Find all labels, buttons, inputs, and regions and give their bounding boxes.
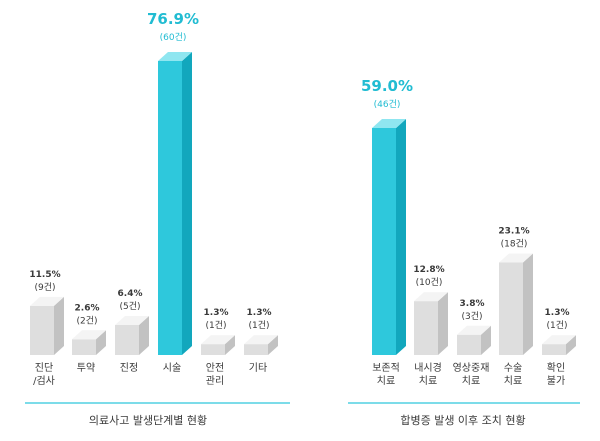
bar-0-5-side (268, 335, 278, 355)
chart-0-title: 의료사고 발생단계별 현황 (89, 414, 207, 427)
category-label-0-5-0: 기타 (249, 362, 267, 374)
value-label-0-1: 2.6% (75, 303, 100, 313)
bar-0-3-front (158, 61, 182, 356)
bar-1-0-front (372, 128, 396, 355)
bar-0-1-side (96, 330, 106, 355)
value-label-0-2: 6.4% (118, 289, 143, 299)
count-label-1-1: (10건) (416, 277, 443, 288)
category-label-0-4-1: 관리 (206, 375, 224, 387)
category-label-0-3-0: 시술 (163, 362, 181, 374)
bar-0-2-side (139, 316, 149, 355)
category-label-0-2-0: 진정 (120, 362, 138, 374)
bar-0-3-top (158, 52, 192, 62)
category-label-1-2-1: 치료 (462, 375, 480, 387)
value-label-1-4: 1.3% (545, 308, 570, 318)
count-label-0-3: (60건) (160, 32, 187, 43)
category-label-0-1-0: 투약 (77, 362, 95, 374)
category-label-1-2-0: 영상중재 (453, 362, 490, 374)
bar-1-3-top (499, 253, 533, 263)
bar-0-0-side (54, 296, 64, 355)
value-label-0-3: 76.9% (147, 10, 199, 28)
bar-1-2-front (457, 334, 481, 355)
category-label-0-0-0: 진단 (35, 362, 53, 374)
bar-0-0-top (30, 296, 64, 306)
count-label-1-0: (46건) (374, 99, 401, 110)
bar-0-4-top (201, 335, 235, 345)
bar-1-4-side (566, 335, 576, 355)
bar-1-0-side (396, 119, 406, 355)
count-label-0-4: (1건) (205, 320, 226, 331)
bar-1-1-side (438, 292, 448, 355)
category-label-0-4-0: 안전 (206, 362, 224, 374)
count-label-1-3: (18건) (501, 238, 528, 249)
count-label-0-5: (1건) (248, 320, 269, 331)
category-label-1-0-1: 치료 (377, 375, 395, 387)
bar-1-2-side (481, 325, 491, 355)
bar-0-1-top (72, 330, 106, 340)
category-label-1-1-0: 내시경 (414, 361, 442, 374)
bar-0-5-front (244, 344, 268, 355)
category-label-0-0-1: /검사 (33, 375, 55, 387)
bar-1-3-front (499, 262, 523, 355)
count-label-0-0: (9건) (34, 282, 55, 293)
bar-0-4-side (225, 335, 235, 355)
count-label-0-2: (5건) (119, 301, 140, 312)
bar-0-2-top (115, 316, 149, 326)
bar-0-2-front (115, 325, 139, 355)
bar-1-0-top (372, 119, 406, 129)
value-label-0-0: 11.5% (29, 270, 60, 280)
bar-1-4-top (542, 335, 576, 345)
value-label-1-1: 12.8% (413, 265, 444, 275)
count-label-1-4: (1건) (546, 320, 567, 331)
bar-1-1-front (414, 301, 438, 355)
category-label-1-0-0: 보존적 (372, 362, 400, 374)
bar-0-3-side (182, 52, 192, 356)
bar-0-1-front (72, 339, 96, 355)
value-label-0-4: 1.3% (204, 308, 229, 318)
value-label-1-3: 23.1% (498, 226, 529, 236)
bar-1-4-front (542, 344, 566, 355)
bar-0-4-front (201, 344, 225, 355)
bar-1-1-top (414, 292, 448, 302)
bar-1-2-top (457, 325, 491, 335)
bar-0-0-front (30, 305, 54, 355)
value-label-1-2: 3.8% (460, 299, 485, 309)
value-label-1-0: 59.0% (361, 77, 413, 95)
bar-0-5-top (244, 335, 278, 345)
category-label-1-3-0: 수술 (504, 362, 522, 374)
value-label-0-5: 1.3% (247, 308, 272, 318)
category-label-1-4-0: 확인 (547, 362, 565, 374)
category-label-1-4-1: 불가 (547, 375, 565, 387)
category-label-1-1-1: 치료 (419, 375, 437, 387)
chart-1-title: 합병증 발생 이후 조치 현황 (400, 414, 525, 427)
category-label-1-3-1: 치료 (504, 375, 522, 387)
count-label-0-1: (2건) (76, 315, 97, 326)
count-label-1-2: (3건) (461, 311, 482, 322)
bar-1-3-side (523, 253, 533, 355)
